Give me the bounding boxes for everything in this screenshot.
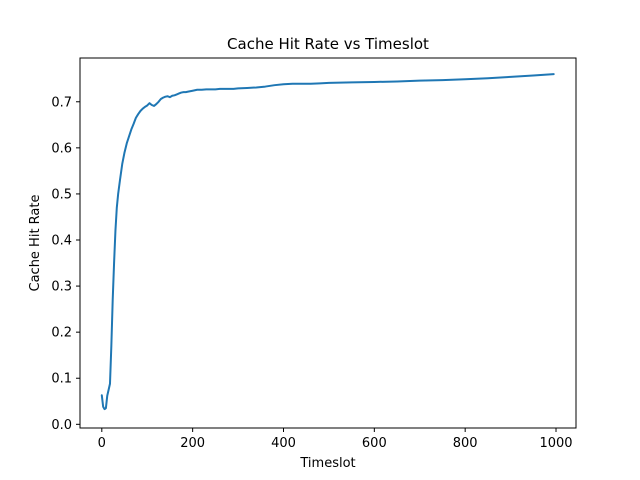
x-axis-label: Timeslot xyxy=(299,456,355,471)
x-tick-label: 800 xyxy=(453,436,478,451)
x-axis-ticks: 0 200 400 600 800 1000 xyxy=(98,428,573,451)
chart-title: Cache Hit Rate vs Timeslot xyxy=(227,35,429,53)
x-tick-label: 600 xyxy=(362,436,387,451)
cache-hit-rate-line xyxy=(100,73,555,411)
y-tick-label: 0.6 xyxy=(51,141,72,156)
y-tick-label: 0.3 xyxy=(51,280,72,295)
x-tick-label: 400 xyxy=(271,436,296,451)
y-axis-label: Cache Hit Rate xyxy=(28,195,43,292)
y-tick-label: 0.1 xyxy=(51,372,72,387)
x-tick-label: 1000 xyxy=(539,436,572,451)
y-tick-label: 0.7 xyxy=(51,95,72,110)
plot-frame xyxy=(79,57,577,429)
x-tick-label: 0 xyxy=(98,436,106,451)
y-tick-label: 0.4 xyxy=(51,234,72,249)
y-tick-label: 0.2 xyxy=(51,326,72,341)
x-tick-label: 200 xyxy=(180,436,205,451)
y-tick-label: 0.0 xyxy=(51,418,72,433)
y-tick-label: 0.5 xyxy=(51,187,72,202)
y-axis-ticks: 0.0 0.1 0.2 0.3 0.4 0.5 0.6 0.7 xyxy=(51,95,80,433)
